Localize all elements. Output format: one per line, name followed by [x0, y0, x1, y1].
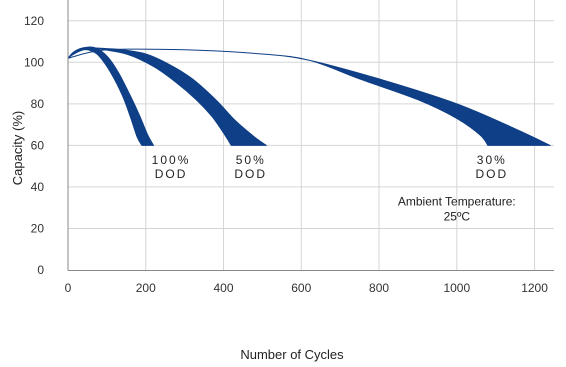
dod-label-0-line-1: DOD — [155, 167, 188, 181]
x-tick-label: 0 — [65, 281, 72, 295]
y-tick-label: 100 — [24, 55, 44, 69]
dod-band-1 — [90, 47, 267, 146]
x-tick-label: 1000 — [443, 281, 470, 295]
annotation-line-1: 25ºC — [444, 210, 471, 224]
y-axis-title: Capacity (%) — [10, 111, 25, 185]
x-tick-label: 200 — [136, 281, 156, 295]
dod-label-1-line-1: DOD — [234, 167, 267, 181]
y-tick-labels: 0 20 40 60 80 100 120 — [24, 14, 44, 277]
dod-label-0-line-0: 100% — [152, 153, 191, 167]
x-tick-label: 600 — [291, 281, 311, 295]
dod-label-1-line-0: 50% — [236, 153, 266, 167]
y-tick-label: 0 — [37, 263, 44, 277]
x-tick-labels: 0 200 400 600 800 1000 1200 — [65, 281, 549, 295]
x-tick-label: 800 — [369, 281, 389, 295]
y-tick-label: 60 — [31, 138, 45, 152]
axes — [67, 0, 554, 271]
y-tick-label: 80 — [31, 97, 45, 111]
y-tick-label: 120 — [24, 14, 44, 28]
dod-band-2 — [68, 48, 551, 146]
dod-bands — [68, 46, 551, 146]
y-tick-label: 40 — [31, 180, 45, 194]
dod-label-2-line-0: 30% — [477, 153, 507, 167]
annotation-line-0: Ambient Temperature: — [398, 195, 516, 209]
x-axis-title: Number of Cycles — [240, 347, 344, 362]
dod-label-2-line-1: DOD — [475, 167, 508, 181]
x-tick-label: 400 — [214, 281, 234, 295]
x-tick-label: 1200 — [521, 281, 548, 295]
y-tick-label: 20 — [31, 221, 45, 235]
ambient-temperature-note: Ambient Temperature:25ºC — [398, 195, 516, 224]
dod-band-0 — [68, 46, 154, 146]
